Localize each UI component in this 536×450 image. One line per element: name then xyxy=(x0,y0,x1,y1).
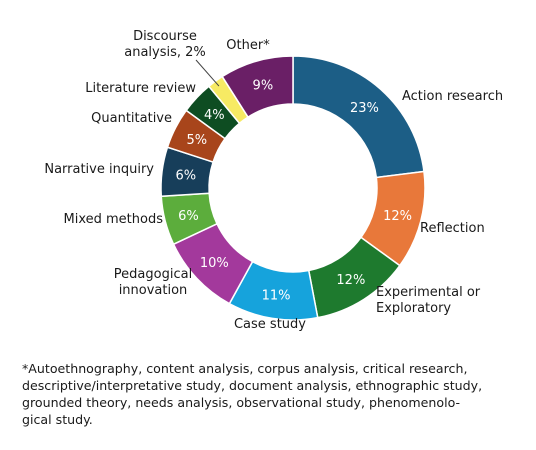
category-labels: Action research Reflection Experimental or… xyxy=(44,29,503,332)
percent-label: 11% xyxy=(262,289,291,304)
category-label: Literature review xyxy=(85,81,196,96)
percent-label: 12% xyxy=(336,273,365,288)
percent-labels: 23% 12% 12% 11% 10% 6% 6% 5% 4% 9% xyxy=(176,78,413,303)
leader-line xyxy=(195,59,220,87)
donut-chart: 23% 12% 12% 11% 10% 6% 6% 5% 4% 9% Action researc… xyxy=(44,29,503,332)
leader-lines xyxy=(195,59,220,87)
category-label: Quantitative xyxy=(91,111,172,126)
percent-label: 6% xyxy=(176,168,197,183)
percent-label: 4% xyxy=(204,108,225,123)
percent-label: 12% xyxy=(383,209,412,224)
category-label: Action research xyxy=(402,89,503,104)
category-label: Pedagogical innovation xyxy=(114,267,192,298)
slice-other xyxy=(221,55,294,119)
category-label: Mixed methods xyxy=(64,212,164,227)
percent-label: 5% xyxy=(186,133,207,148)
category-label: Experimental or Exploratory xyxy=(376,285,481,316)
footnote-line: descriptive/interpretative study, docume… xyxy=(22,378,483,393)
percent-label: 6% xyxy=(178,209,199,224)
donut-slices xyxy=(160,55,426,321)
footnote-line: gical study. xyxy=(22,412,93,427)
category-label: Narrative inquiry xyxy=(44,162,154,177)
percent-label: 23% xyxy=(350,101,379,116)
footnote-line: grounded theory, needs analysis, observa… xyxy=(22,395,461,410)
category-label: Discourse analysis, 2% xyxy=(124,29,206,60)
category-label: Reflection xyxy=(420,221,485,236)
percent-label: 9% xyxy=(253,78,274,93)
footnote-line: *Autoethnography, content analysis, corp… xyxy=(22,361,468,376)
footnote: *Autoethnography, content analysis, corp… xyxy=(22,360,522,428)
slice-action-research xyxy=(292,55,425,179)
category-label: Other* xyxy=(226,38,270,53)
category-label: Case study xyxy=(234,317,306,332)
percent-label: 10% xyxy=(200,256,229,271)
